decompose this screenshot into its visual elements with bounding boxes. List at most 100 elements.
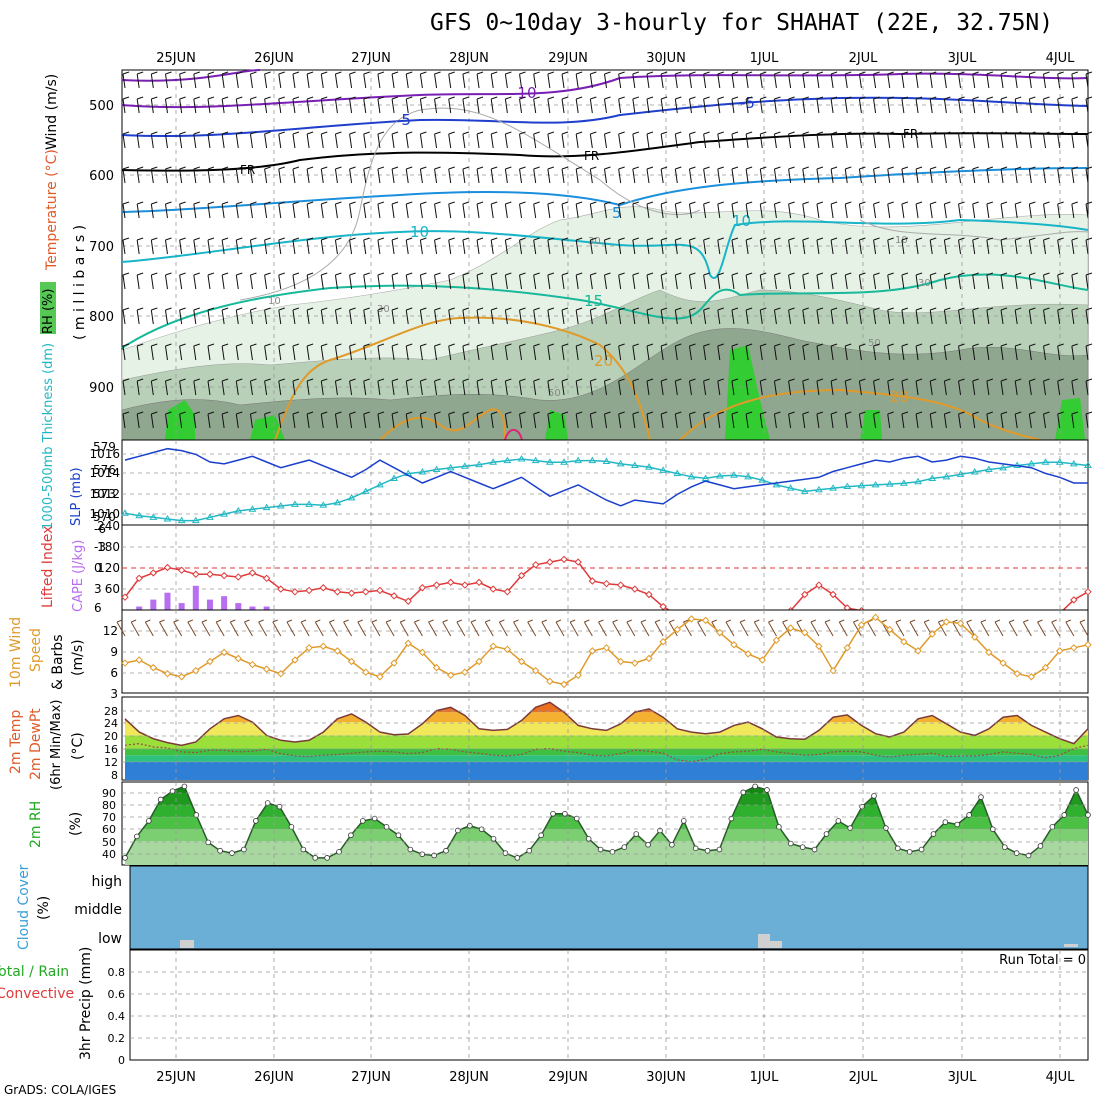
upper-wind-barb — [759, 71, 767, 89]
upper-wind-barb — [377, 307, 385, 325]
upper-wind-barb — [844, 343, 852, 361]
upper-wind-barb — [249, 307, 257, 325]
thickness-point — [206, 513, 214, 520]
upper-wind-barb — [929, 237, 937, 255]
thickness-point — [560, 458, 568, 465]
upper-wind-barb — [1057, 131, 1064, 149]
thickness-point — [871, 480, 880, 488]
cloud-bar-4jul — [1064, 944, 1078, 947]
upper-wind-barb — [519, 343, 526, 361]
upper-wind-barb — [462, 272, 470, 290]
upper-wind-barb — [320, 131, 328, 149]
upper-wind-barb — [221, 237, 229, 255]
upper-wind-barb — [972, 166, 979, 184]
lifted-index-point — [277, 585, 285, 593]
upper-wind-barb — [943, 307, 951, 325]
upper-wind-barb — [448, 378, 455, 396]
rh2m-point — [288, 824, 295, 830]
upper-wind-barb — [164, 411, 172, 429]
upper-wind-barb — [504, 131, 512, 149]
wind10-point — [801, 628, 809, 637]
wind-barb — [937, 619, 947, 637]
upper-wind-barb — [788, 343, 795, 361]
upper-wind-barb — [391, 71, 399, 89]
cape-bar — [206, 599, 213, 610]
wind-tick-9: 9 — [110, 645, 118, 659]
wind10-point — [503, 645, 512, 654]
wind10-point — [659, 638, 667, 646]
temp-tick-24: 24 — [104, 717, 118, 730]
upper-wind-barb — [490, 307, 498, 325]
upper-wind-barb — [717, 96, 724, 114]
wind10-point — [900, 638, 908, 646]
rh2m-point — [776, 824, 782, 830]
lifted-index-point — [829, 590, 837, 599]
wind10-point — [319, 642, 327, 650]
thickness-point — [758, 476, 767, 483]
upper-wind-barb — [887, 166, 894, 184]
upper-wind-barb — [519, 411, 526, 429]
upper-wind-barb — [717, 166, 724, 184]
lifted-index-point — [121, 593, 129, 601]
upper-wind-barb — [575, 237, 583, 255]
upper-wind-barb — [292, 272, 300, 290]
thickness-point — [1055, 458, 1064, 465]
wind10-point — [928, 630, 936, 638]
temp-contour-20 — [274, 316, 1041, 441]
wind-barb — [498, 619, 508, 637]
upper-wind-barb — [1000, 378, 1008, 396]
wind-barb — [144, 619, 154, 637]
upper-wind-barb — [575, 411, 583, 429]
upper-wind-barb — [986, 96, 994, 114]
upper-wind-barb — [589, 71, 597, 89]
upper-wind-barb — [773, 307, 781, 325]
upper-wind-barb — [830, 307, 838, 325]
wind-barb — [1008, 619, 1018, 637]
lifted-index-point — [645, 590, 653, 599]
upper-wind-barb — [278, 411, 285, 429]
cloud-panel: high middle low Cloud Cover (%) — [16, 864, 1089, 950]
upper-wind-barb — [334, 131, 342, 149]
upper-wind-barb — [802, 237, 809, 255]
thickness-point — [659, 466, 668, 473]
upper-wind-barb — [830, 378, 838, 396]
upper-wind-barb — [292, 378, 300, 396]
upper-wind-barb — [986, 378, 994, 396]
upper-wind-barb — [476, 272, 484, 290]
upper-wind-barb — [972, 411, 979, 429]
li-tick-0: 0 — [94, 561, 102, 575]
upper-wind-barb — [391, 307, 399, 325]
wind-barb — [612, 619, 622, 637]
upper-wind-barb — [334, 272, 342, 290]
upper-wind-barb — [844, 411, 852, 429]
wind-barb — [300, 619, 310, 637]
upper-wind-barb — [788, 307, 795, 325]
upper-wind-barb — [264, 378, 271, 396]
wind-barb — [215, 619, 225, 637]
bottom-date-2jul: 2JUL — [849, 1070, 879, 1085]
upper-wind-barb — [547, 272, 555, 290]
upper-wind-barb — [448, 237, 455, 255]
label-freezing-2: FR — [584, 149, 599, 163]
rh2m-point — [633, 831, 640, 837]
upper-wind-barb — [1028, 343, 1036, 361]
upper-wind-barb — [150, 307, 158, 325]
upper-ylabel-wind: Wind (m/s) — [44, 74, 60, 150]
label-temp-neg5-b: -5 — [740, 94, 755, 112]
upper-wind-barb — [1014, 201, 1022, 219]
upper-wind-barb — [972, 307, 979, 325]
upper-wind-barb — [773, 96, 781, 114]
upper-wind-barb — [349, 131, 356, 149]
upper-wind-barb — [958, 411, 965, 429]
lifted-index-point — [432, 581, 441, 589]
upper-wind-barb — [929, 307, 937, 325]
upper-wind-barb — [575, 131, 583, 149]
cape-bar — [178, 603, 185, 610]
lifted-index-point — [177, 566, 186, 574]
upper-wind-barb — [901, 307, 909, 325]
upper-wind-barb — [249, 166, 257, 184]
wind-barb — [173, 619, 183, 637]
upper-wind-barb — [1000, 71, 1008, 89]
wind-barb — [739, 619, 749, 637]
lifted-index-point — [517, 571, 526, 580]
